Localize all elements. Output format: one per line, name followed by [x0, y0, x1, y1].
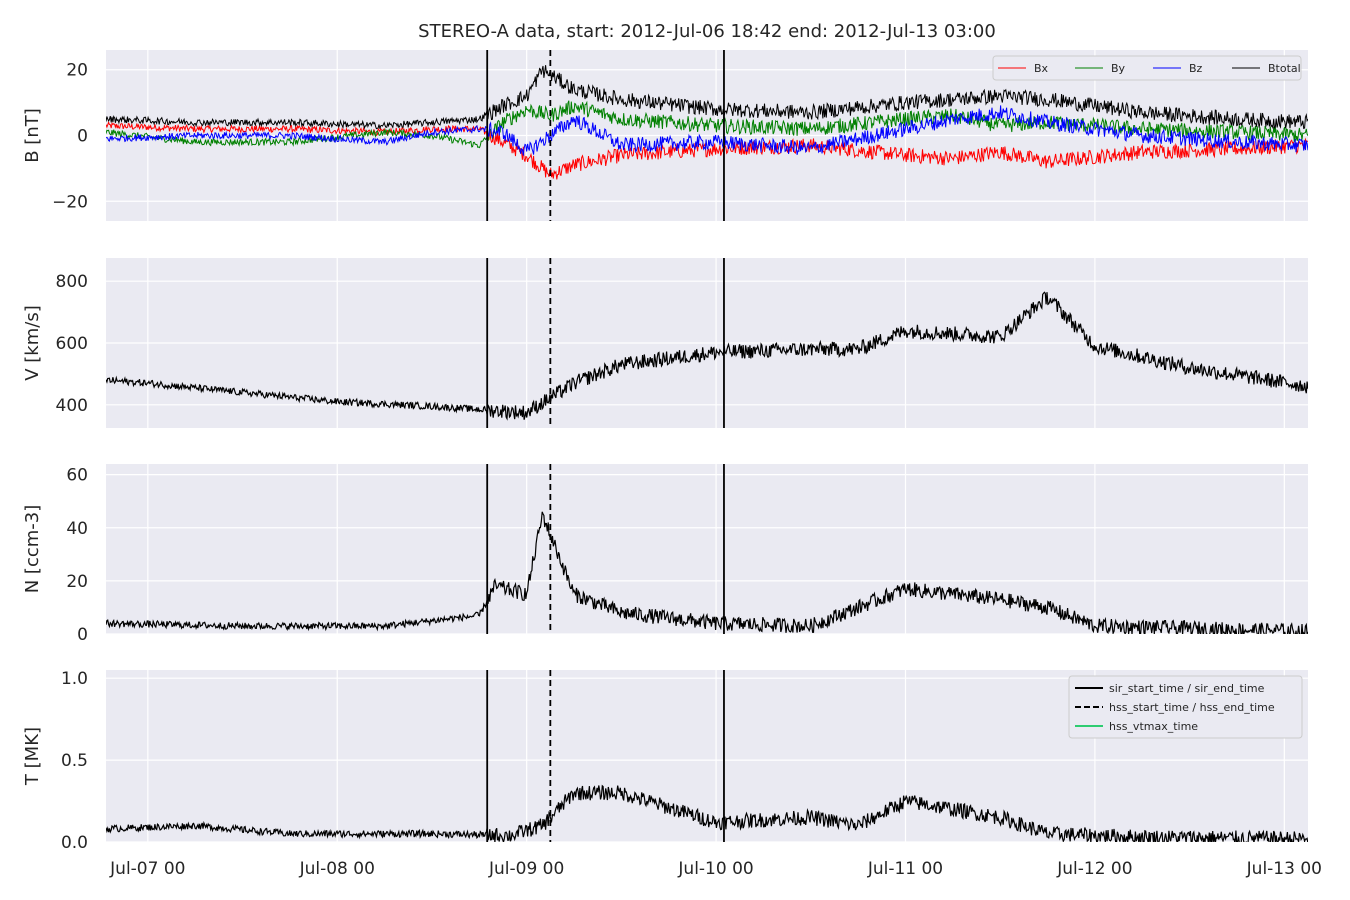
x-tick-label: Jul-07 00: [109, 859, 185, 879]
y-tick-label: 0.5: [61, 751, 88, 771]
x-tick-label: Jul-08 00: [299, 859, 375, 879]
y-tick-label: 20: [66, 572, 88, 592]
legend-label: Bx: [1034, 62, 1049, 75]
y-tick-label: 20: [66, 61, 88, 81]
y-tick-label: 60: [66, 466, 88, 486]
y-axis-label: V [km/s]: [22, 305, 43, 380]
x-tick-label: Jul-09 00: [488, 859, 564, 879]
legend-box: [992, 55, 1302, 81]
panel-2: 800 600 400 V [km/s]: [22, 258, 1308, 428]
x-tick-label: Jul-10 00: [677, 859, 753, 879]
y-axis-label: B [nT]: [22, 108, 43, 163]
y-tick-label: 0: [77, 127, 88, 147]
panel-3: 60 40 20 0 N [ccm-3]: [22, 464, 1308, 645]
chart-title: STEREO-A data, start: 2012-Jul-06 18:42 …: [418, 21, 996, 42]
series-line-btotal: [106, 65, 1308, 130]
y-tick-label: 0.0: [61, 833, 88, 853]
legend-label: By: [1111, 62, 1126, 75]
panel-4: 1.0 0.5 0.0 T [MK] sir_start_time / sir_end_…: [22, 669, 1308, 853]
y-tick-label: 40: [66, 519, 88, 539]
y-axis-label: T [MK]: [22, 727, 43, 786]
x-tick-label: Jul-13 00: [1246, 859, 1322, 879]
series-line-bx: [106, 120, 1308, 180]
y-tick-label: 1.0: [61, 669, 88, 689]
legend-label: hss_vtmax_time: [1109, 720, 1198, 733]
y-tick-label: 600: [56, 334, 88, 354]
y-tick-label: 800: [56, 272, 88, 292]
x-tick-label: Jul-12 00: [1056, 859, 1132, 879]
series-line: [106, 291, 1308, 421]
x-tick-label: Jul-11 00: [867, 859, 943, 879]
legend-label: sir_start_time / sir_end_time: [1109, 682, 1265, 695]
legend-box: [1068, 675, 1303, 739]
series-line: [106, 784, 1308, 842]
panel-1: 20 −20 0 B [nT] Bx By Bz Btotal: [22, 50, 1308, 221]
y-tick-label: 400: [56, 396, 88, 416]
legend-label: Btotal: [1268, 62, 1301, 75]
panel-background: [106, 464, 1308, 634]
y-axis-label: N [ccm-3]: [22, 505, 43, 594]
legend-label: Bz: [1189, 62, 1203, 75]
y-tick-label: 0: [77, 625, 88, 645]
x-axis-ticks: Jul-07 00 Jul-08 00 Jul-09 00 Jul-10 00 Jul-…: [109, 859, 1322, 879]
series-line: [106, 511, 1308, 634]
legend-label: hss_start_time / hss_end_time: [1109, 701, 1275, 714]
y-tick-label: −20: [52, 192, 88, 212]
series-line-bz: [106, 105, 1308, 156]
